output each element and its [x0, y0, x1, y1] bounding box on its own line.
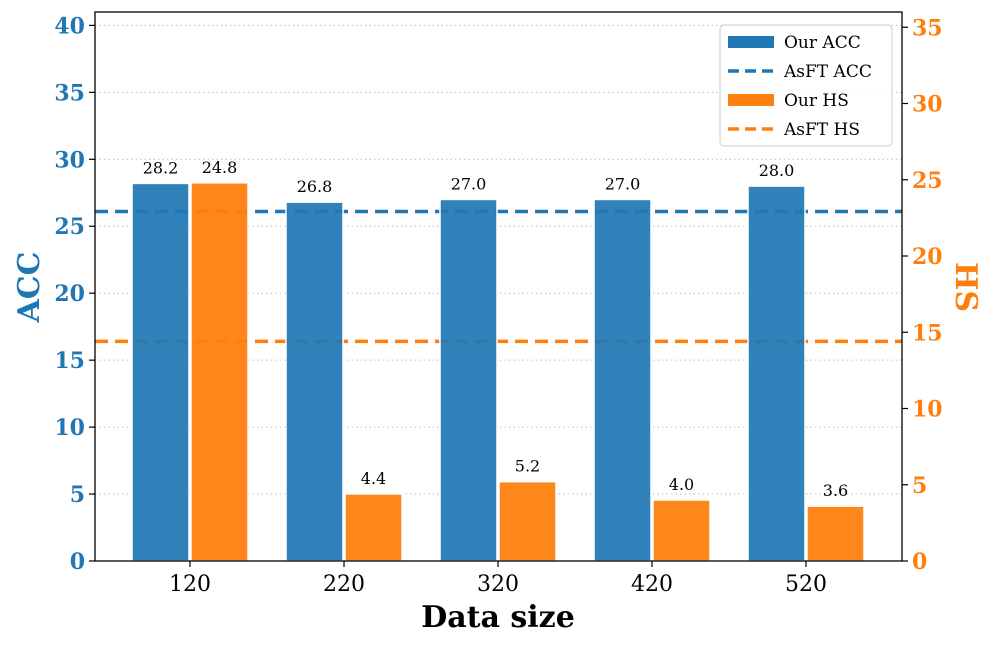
left-tick-label: 25 — [54, 214, 85, 240]
right-tick-label: 20 — [912, 244, 943, 270]
x-tick-label: 420 — [631, 572, 673, 597]
legend-swatch-bar — [728, 36, 774, 48]
right-tick-label: 10 — [912, 397, 943, 423]
acc-bar-320 — [439, 198, 498, 562]
right-tick-label: 0 — [912, 549, 927, 575]
legend-entries: Our ACC AsFT ACC Our HS AsFT HS — [728, 33, 872, 140]
hs-bar-label-220: 4.4 — [361, 469, 386, 488]
acc-bar-label-320: 27.0 — [451, 174, 487, 193]
acc-bar-520 — [747, 185, 806, 562]
bar-value-labels: 28.2 26.8 27.0 27.0 28.0 24.8 4.4 5.2 4.0 3.6 — [143, 158, 849, 500]
acc-bar-220 — [285, 201, 344, 562]
hs-bar-label-320: 5.2 — [515, 457, 540, 476]
x-tick-label: 520 — [785, 572, 827, 597]
x-axis-label: Data size — [421, 600, 575, 635]
bars — [131, 182, 865, 562]
acc-bar-label-220: 26.8 — [297, 177, 333, 196]
x-tick-label: 220 — [323, 572, 365, 597]
left-axis-ticks: 0 5 10 15 20 25 30 35 40 — [54, 13, 95, 575]
right-tick-label: 35 — [912, 15, 943, 41]
left-tick-label: 10 — [54, 415, 85, 441]
legend-label: AsFT ACC — [783, 62, 872, 82]
x-tick-label: 120 — [169, 572, 211, 597]
left-tick-label: 35 — [54, 80, 85, 106]
legend-label: Our HS — [784, 91, 849, 111]
hs-bar-420 — [652, 499, 711, 562]
right-tick-label: 25 — [912, 168, 943, 194]
hs-bar-120 — [190, 182, 249, 562]
hs-bar-label-420: 4.0 — [669, 475, 694, 494]
acc-bar-label-420: 27.0 — [605, 174, 641, 193]
right-axis-ticks: 0 5 10 15 20 25 30 35 — [902, 15, 943, 575]
left-tick-label: 5 — [70, 482, 85, 508]
legend-box — [719, 24, 893, 147]
y-axis-label-left: ACC — [12, 251, 47, 323]
hs-bar-520 — [806, 505, 865, 562]
hs-bar-label-120: 24.8 — [202, 158, 238, 177]
acc-bar-420 — [593, 198, 652, 562]
x-tick-label: 320 — [477, 572, 519, 597]
legend-swatch-bar — [728, 94, 774, 106]
acc-bar-120 — [131, 182, 190, 562]
hs-bar-label-520: 3.6 — [823, 481, 848, 500]
left-tick-label: 0 — [70, 549, 85, 575]
acc-bar-label-520: 28.0 — [759, 161, 795, 180]
left-tick-label: 40 — [54, 13, 85, 39]
x-axis-ticks: 120 220 320 420 520 — [169, 561, 827, 597]
hs-bar-320 — [498, 480, 557, 562]
left-tick-label: 30 — [54, 147, 85, 173]
legend: Our ACC AsFT ACC Our HS AsFT HS — [719, 24, 893, 147]
left-tick-label: 20 — [54, 281, 85, 307]
right-tick-label: 5 — [912, 473, 927, 499]
acc-bar-label-120: 28.2 — [143, 158, 179, 177]
left-tick-label: 15 — [54, 348, 85, 374]
y-axis-label-right: HS — [948, 262, 983, 312]
right-tick-label: 15 — [912, 320, 943, 346]
right-tick-label: 30 — [912, 92, 943, 118]
legend-label: Our ACC — [784, 33, 861, 53]
legend-label: AsFT HS — [783, 120, 860, 140]
hs-bar-220 — [344, 493, 403, 562]
